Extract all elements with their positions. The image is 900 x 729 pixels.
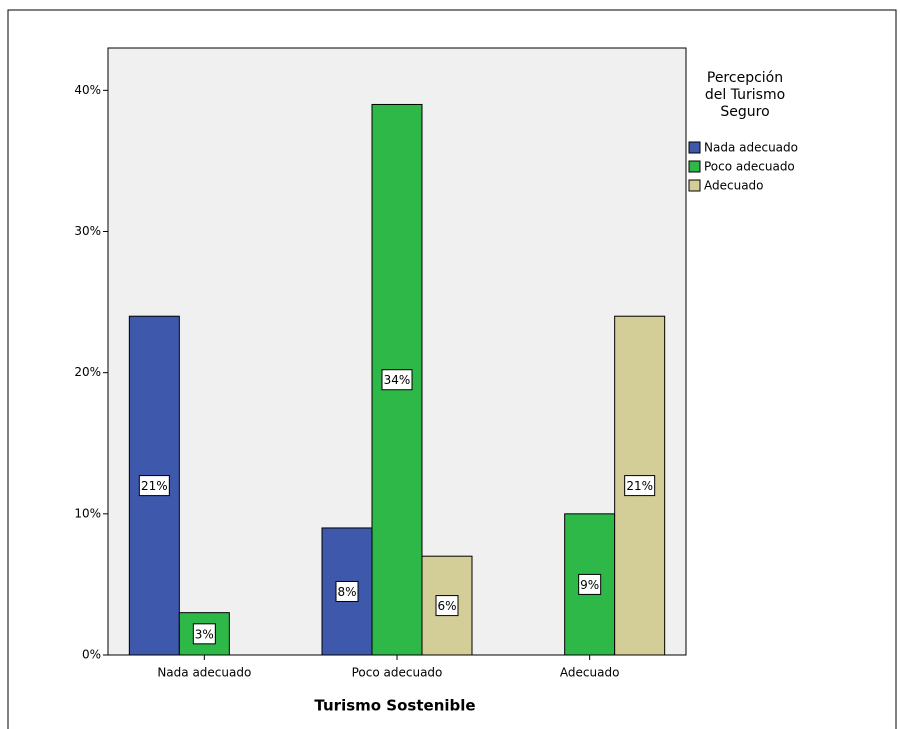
x-axis-title: Turismo Sostenible [314, 697, 475, 715]
data-label-box [435, 595, 459, 617]
legend-title: Seguro [720, 104, 769, 120]
data-label-box [192, 623, 216, 645]
y-tick-label: 40% [74, 83, 101, 97]
legend-title: Percepción [707, 70, 783, 86]
x-tick-label: Adecuado [560, 666, 620, 680]
legend-swatch [688, 160, 701, 173]
y-tick-label: 0% [82, 648, 101, 662]
legend-label: Nada adecuado [704, 141, 798, 155]
y-tick-label: 20% [74, 365, 101, 379]
legend-title: del Turismo [705, 87, 785, 103]
y-tick-label: 30% [74, 224, 101, 238]
data-label-box [138, 475, 170, 497]
x-tick-label: Nada adecuado [157, 666, 251, 680]
legend-label: Poco adecuado [704, 160, 795, 174]
x-tick-label: Poco adecuado [352, 666, 443, 680]
data-label: 9% [580, 578, 599, 592]
y-tick-label: 10% [74, 506, 101, 520]
data-label: 3% [195, 627, 214, 641]
data-label-box [381, 369, 413, 391]
data-label-box [624, 475, 656, 497]
data-label: 6% [437, 599, 456, 613]
legend-label: Adecuado [704, 179, 764, 193]
data-label-box [335, 580, 359, 602]
legend-swatch [688, 179, 701, 192]
data-label: 8% [337, 585, 356, 599]
legend-swatch [688, 141, 701, 154]
data-label: 21% [626, 479, 653, 493]
data-label-box [578, 573, 602, 595]
frame [7, 9, 897, 729]
data-label: 21% [141, 479, 168, 493]
data-label: 34% [384, 373, 411, 387]
